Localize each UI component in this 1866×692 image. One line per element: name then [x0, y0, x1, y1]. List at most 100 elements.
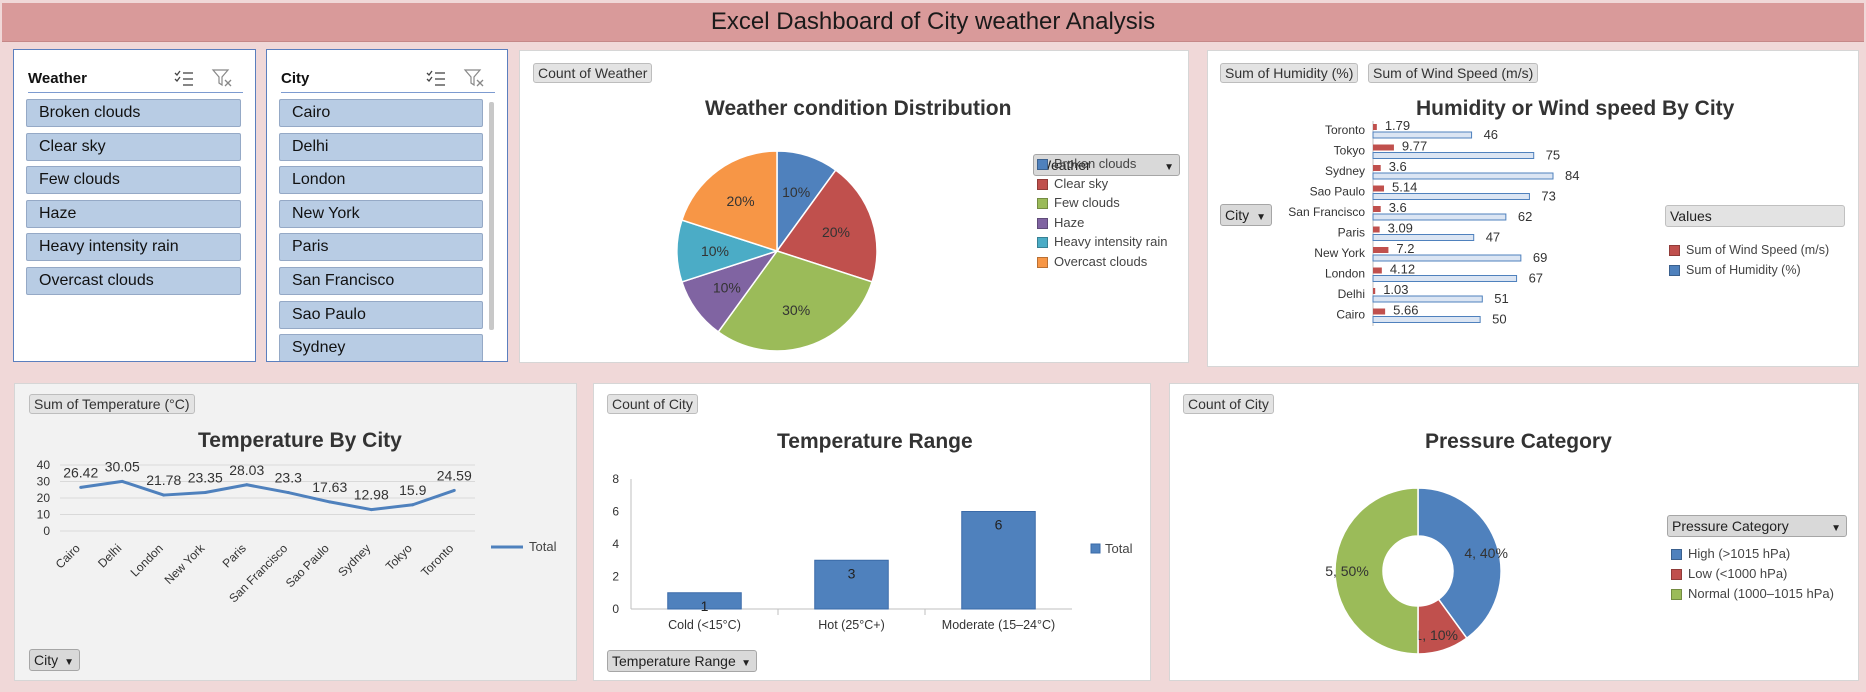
humidity-wind-bar-chart: Cairo 5.66 50 Delhi 1.03 51 London 4.12 67 New Yo…	[1288, 118, 1579, 327]
legend-item-overcast-clouds[interactable]: Overcast clouds	[1037, 254, 1147, 269]
legend-item-haze[interactable]: Haze	[1037, 215, 1084, 230]
bar-cold-15-c[interactable]	[667, 592, 742, 610]
legend-item-few-clouds[interactable]: Few clouds	[1037, 195, 1120, 210]
city-axis-dropdown[interactable]: City ▼	[1220, 204, 1272, 226]
wind-speed-bar[interactable]	[1373, 288, 1376, 294]
wind-speed-bar[interactable]	[1373, 206, 1381, 212]
wind-speed-bar[interactable]	[1373, 185, 1385, 192]
legend-item-broken-clouds[interactable]: Broken clouds	[1037, 156, 1136, 171]
temperature-point[interactable]	[286, 491, 290, 495]
count-of-city-button[interactable]: Count of City	[1183, 394, 1274, 414]
wind-speed-bar[interactable]	[1373, 226, 1380, 233]
temperature-range-dropdown[interactable]: Temperature Range ▼	[607, 650, 757, 672]
multi-select-icon[interactable]	[173, 68, 195, 88]
bar-moderate-15-24-c[interactable]	[961, 511, 1036, 610]
values-legend-button[interactable]: Values	[1665, 205, 1845, 227]
legend-label: Total	[529, 539, 557, 554]
category-label: Toronto	[1325, 123, 1365, 137]
city-slicer[interactable]: City Cairo Delhi London New York Paris San Fr…	[266, 49, 508, 362]
sum-wind-speed-button[interactable]: Sum of Wind Speed (m/s)	[1368, 63, 1539, 83]
wind-speed-bar[interactable]	[1373, 124, 1377, 130]
slicer-item-clear-sky[interactable]: Clear sky	[26, 132, 241, 161]
count-of-city-button[interactable]: Count of City	[607, 394, 698, 414]
humidity-bar[interactable]	[1372, 213, 1507, 221]
humidity-bar[interactable]	[1372, 316, 1481, 323]
temperature-point[interactable]	[369, 508, 373, 512]
slicer-item-delhi[interactable]: Delhi	[279, 132, 483, 161]
weather-slicer[interactable]: Weather Broken clouds Clear sky Few clouds…	[13, 49, 256, 362]
pie-slice-few-clouds[interactable]	[717, 250, 874, 352]
pressure-category-dropdown[interactable]: Pressure Category ▼	[1667, 515, 1847, 537]
temperature-point[interactable]	[120, 479, 124, 483]
humidity-bar[interactable]	[1372, 295, 1483, 303]
temperature-point[interactable]	[245, 483, 249, 487]
clear-filter-icon[interactable]	[463, 68, 485, 88]
slicer-item-london[interactable]: London	[279, 166, 483, 195]
legend-item-sum-of-wind-speed-m-s[interactable]: Sum of Wind Speed (m/s)	[1669, 243, 1829, 257]
wind-speed-bar[interactable]	[1373, 165, 1381, 171]
slicer-item-cairo[interactable]: Cairo	[279, 99, 483, 127]
wind-speed-bar[interactable]	[1373, 247, 1389, 253]
temperature-point[interactable]	[452, 488, 456, 492]
pressure-category-label: Pressure Category	[1672, 518, 1789, 534]
humidity-bar[interactable]	[1372, 234, 1475, 241]
humidity-data-label: 75	[1546, 148, 1560, 163]
city-axis-label: City	[1225, 207, 1250, 223]
sum-humidity-button[interactable]: Sum of Humidity (%)	[1220, 63, 1359, 83]
doughnut-slice-high-1015-hpa[interactable]	[1417, 487, 1502, 640]
humidity-bar[interactable]	[1372, 131, 1473, 139]
clear-filter-icon[interactable]	[211, 68, 233, 88]
bar-data-label: 6	[995, 517, 1003, 533]
temperature-point[interactable]	[79, 485, 83, 489]
slicer-item-paris[interactable]: Paris	[279, 233, 483, 262]
slicer-item-sao-paulo[interactable]: Sao Paulo	[279, 300, 483, 329]
bar-hot-25-c[interactable]	[814, 559, 889, 610]
city-axis-dropdown[interactable]: City ▼	[29, 649, 80, 671]
legend-item-high-1015-hpa[interactable]: High (>1015 hPa)	[1671, 546, 1790, 561]
legend-item-sum-of-humidity[interactable]: Sum of Humidity (%)	[1669, 263, 1801, 277]
humidity-data-label: 47	[1486, 230, 1500, 245]
wind-speed-bar[interactable]	[1373, 144, 1394, 151]
temperature-point[interactable]	[203, 490, 207, 494]
slicer-item-sydney[interactable]: Sydney	[279, 334, 483, 361]
sum-temperature-button[interactable]: Sum of Temperature (°C)	[29, 394, 195, 414]
doughnut-slice-normal-1000-1015-hpa[interactable]	[1334, 487, 1419, 655]
temperature-point[interactable]	[162, 493, 166, 497]
slicer-item-heavy-intensity-rain[interactable]: Heavy intensity rain	[26, 233, 241, 262]
count-of-weather-button[interactable]: Count of Weather	[533, 63, 653, 83]
humidity-bar[interactable]	[1372, 254, 1522, 262]
wind-speed-bar[interactable]	[1373, 267, 1382, 274]
legend-item-heavy-intensity-rain[interactable]: Heavy intensity rain	[1037, 234, 1167, 249]
temperature-line[interactable]	[80, 479, 455, 512]
legend-label: Low (<1000 hPa)	[1688, 566, 1788, 581]
legend-item-clear-sky[interactable]: Clear sky	[1037, 176, 1108, 191]
humidity-bar[interactable]	[1372, 193, 1530, 200]
legend-item-low-1000-hpa[interactable]: Low (<1000 hPa)	[1671, 566, 1787, 581]
legend-label: Broken clouds	[1054, 156, 1137, 171]
slicer-item-broken-clouds[interactable]: Broken clouds	[26, 99, 241, 127]
weather-filter-dropdown[interactable]: Weather ▼	[1033, 154, 1180, 176]
city-slicer-scrollbar[interactable]	[489, 102, 494, 330]
legend-swatch	[1037, 159, 1048, 171]
temperature-point[interactable]	[411, 503, 415, 507]
slicer-item-overcast-clouds[interactable]: Overcast clouds	[26, 267, 241, 295]
temperature-point[interactable]	[328, 500, 332, 504]
temperature-range-panel: Count of City Temperature Range 0 2 4 6 8 1 Co…	[593, 383, 1151, 681]
slicer-item-few-clouds[interactable]: Few clouds	[26, 166, 241, 195]
humidity-bar[interactable]	[1372, 172, 1554, 180]
slicer-item-san-francisco[interactable]: San Francisco	[279, 267, 483, 295]
legend-swatch	[1669, 245, 1680, 257]
slicer-item-new-york[interactable]: New York	[279, 199, 483, 228]
pie-slice-clear-sky[interactable]	[775, 169, 878, 283]
category-label: San Francisco	[1288, 205, 1365, 219]
legend-item-normal-1000-1015-hpa[interactable]: Normal (1000–1015 hPa)	[1671, 586, 1834, 601]
pie-data-label: 10%	[701, 243, 729, 259]
slicer-item-haze[interactable]: Haze	[26, 199, 241, 228]
pie-slice-overcast-clouds[interactable]	[680, 150, 778, 253]
weather-slicer-header: Weather	[28, 60, 243, 93]
humidity-bar[interactable]	[1372, 275, 1518, 282]
humidity-bar[interactable]	[1372, 152, 1535, 159]
wind-speed-bar[interactable]	[1373, 308, 1386, 315]
multi-select-icon[interactable]	[425, 68, 447, 88]
legend-label: Few clouds	[1054, 195, 1120, 210]
